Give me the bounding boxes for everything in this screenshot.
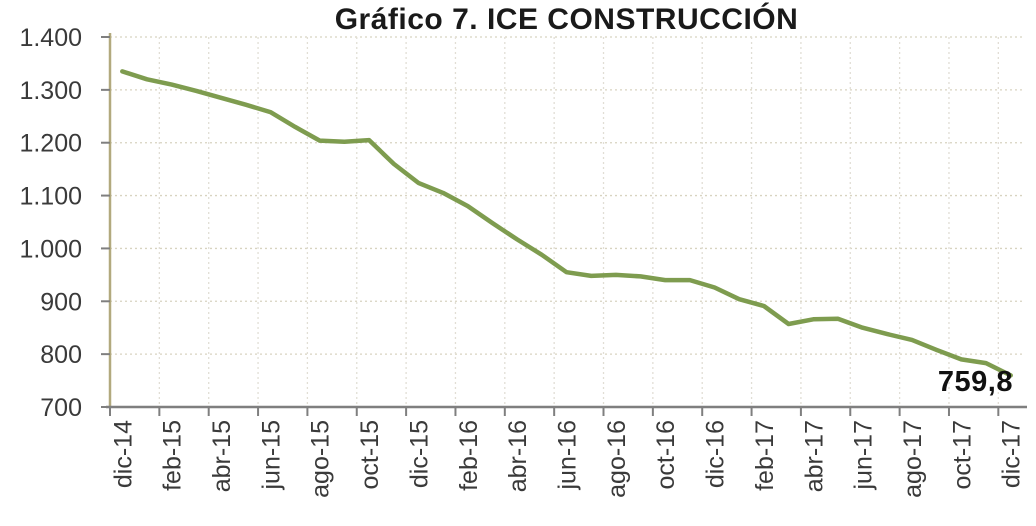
y-tick-label: 1.100 [19, 183, 82, 211]
y-tick-label: 1.200 [19, 130, 82, 158]
x-tick-label: oct-17 [948, 420, 976, 489]
x-tick-label: feb-16 [455, 420, 483, 491]
x-tick-label: ago-16 [603, 420, 631, 498]
x-tick-label: dic-14 [109, 420, 137, 488]
y-tick-label: 1.300 [19, 77, 82, 105]
y-tick-label: 1.400 [19, 24, 82, 52]
y-tick-label: 900 [40, 288, 82, 316]
x-tick-label: oct-15 [356, 420, 384, 489]
y-tick-label: 700 [40, 394, 82, 422]
chart-title: Gráfico 7. ICE CONSTRUCCIÓN [334, 3, 799, 36]
x-tick-label: oct-16 [652, 420, 680, 489]
x-tick-label: ago-17 [899, 420, 927, 498]
x-tick-label: ago-15 [307, 420, 335, 498]
x-tick-label: jun-15 [257, 420, 285, 491]
x-tick-label: feb-15 [159, 420, 187, 491]
x-tick-label: dic-17 [998, 420, 1026, 488]
last-value-label: 759,8 [937, 366, 1013, 398]
x-tick-label: dic-15 [405, 420, 433, 488]
x-tick-label: abr-15 [208, 420, 236, 492]
y-tick-label: 800 [40, 341, 82, 369]
x-tick-label: jun-17 [850, 420, 878, 491]
x-tick-label: feb-17 [751, 420, 779, 491]
x-tick-label: dic-16 [702, 420, 730, 488]
x-tick-label: abr-17 [800, 420, 828, 492]
y-tick-label: 1.000 [19, 235, 82, 263]
x-tick-label: jun-16 [554, 420, 582, 491]
series-line-ice-construccion [120, 69, 1013, 378]
x-tick-label: abr-16 [504, 420, 532, 492]
